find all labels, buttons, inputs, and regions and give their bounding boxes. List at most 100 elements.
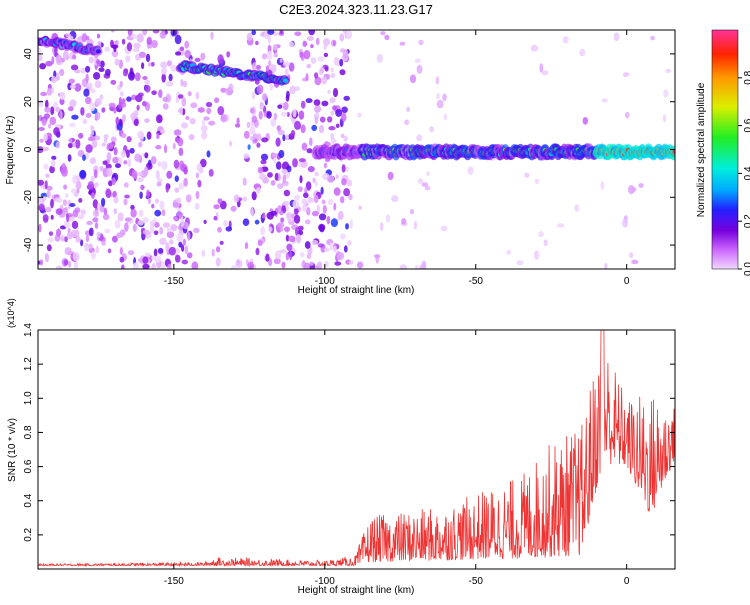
spectrogram-cell bbox=[600, 181, 605, 190]
spectrogram-cell bbox=[213, 216, 218, 221]
spectrogram-cell bbox=[220, 114, 228, 123]
spectrogram-cell bbox=[79, 169, 87, 179]
spectrogram-cell bbox=[341, 112, 347, 122]
spectrogram-cell bbox=[305, 181, 312, 191]
spectrogram-cell bbox=[71, 114, 79, 120]
spectrogram-cell bbox=[146, 162, 153, 170]
spectrogram-cell bbox=[339, 58, 344, 67]
spectrogram-cell bbox=[95, 245, 99, 254]
spectrogram-cell bbox=[250, 124, 255, 134]
spectrogram-cell bbox=[161, 160, 168, 170]
spectrogram-cell bbox=[530, 44, 539, 52]
spectrogram-cell bbox=[259, 172, 265, 181]
spectrogram-cell bbox=[126, 96, 132, 102]
spectrogram-cell bbox=[72, 252, 80, 262]
spectrogram-cell bbox=[178, 147, 184, 156]
spectrogram-cell bbox=[284, 68, 289, 77]
spectrogram-cell bbox=[133, 42, 141, 49]
spectrogram-cell bbox=[152, 30, 160, 34]
spectrogram-cell bbox=[174, 136, 179, 143]
spectrogram-cell bbox=[82, 118, 88, 125]
spectrogram-cell bbox=[75, 180, 82, 190]
snr-y-tick-label: 1.2 bbox=[23, 357, 34, 371]
spectrogram-cell bbox=[582, 117, 588, 125]
spectrogram-cell bbox=[260, 153, 269, 161]
spectrogram-cell bbox=[246, 32, 253, 42]
spectrogram-cell bbox=[134, 72, 141, 82]
spectrogram-cell bbox=[69, 122, 76, 128]
spectrogram-cell bbox=[151, 263, 156, 269]
spectrogram-cell bbox=[261, 53, 268, 60]
spectrogram-cell bbox=[157, 247, 164, 254]
spectrogram-cell bbox=[258, 110, 263, 120]
spectrogram-cell bbox=[304, 186, 308, 195]
spectrogram-cell bbox=[286, 243, 293, 252]
spectrogram-cell bbox=[266, 111, 272, 119]
spectrogram-cell bbox=[49, 116, 57, 126]
spectrogram-cell bbox=[310, 57, 317, 64]
spectrogram-cell bbox=[286, 112, 290, 117]
spectrogram-cell bbox=[270, 118, 277, 127]
spectrogram-cell bbox=[665, 68, 671, 73]
spectrogram-cell bbox=[288, 41, 294, 48]
spectrogram-cell bbox=[328, 126, 336, 131]
spectrogram-cell bbox=[251, 30, 256, 36]
spectrogram-cell bbox=[178, 241, 183, 248]
spectrogram-cell bbox=[73, 192, 79, 197]
spectrogram-cell bbox=[71, 220, 79, 229]
spectrogram-cell bbox=[144, 84, 151, 93]
spectrogram-cell bbox=[246, 121, 251, 129]
spectrogram-cell bbox=[105, 188, 112, 199]
spectrogram-cell bbox=[101, 197, 106, 207]
spectrogram-cell bbox=[205, 101, 213, 108]
spectrogram-cell bbox=[304, 241, 311, 249]
spectrogram-cell bbox=[141, 62, 145, 70]
spectrogram-cell bbox=[67, 154, 72, 162]
spectrogram-cell bbox=[330, 67, 334, 73]
spectrogram-cell bbox=[151, 203, 155, 209]
spectrogram-cell bbox=[146, 189, 150, 199]
spectrogram-cell bbox=[144, 152, 149, 159]
spectrogram-cell bbox=[313, 99, 321, 106]
spectrogram-cell bbox=[59, 91, 66, 101]
spectrogram-cell bbox=[170, 30, 174, 33]
spectrogram-cell bbox=[164, 144, 167, 154]
spectrogram-cell bbox=[346, 179, 353, 187]
spectrogram-ridge-cell bbox=[95, 49, 101, 54]
spectrogram-cell bbox=[44, 253, 50, 263]
spectrogram-cell bbox=[274, 250, 282, 260]
spectrogram-cell bbox=[195, 172, 199, 179]
spectrogram-cell bbox=[182, 108, 186, 116]
spectrogram-cell bbox=[44, 206, 52, 213]
spectrogram-cell bbox=[284, 226, 290, 232]
spectrogram-cell bbox=[46, 190, 51, 199]
spectrogram-cell bbox=[78, 198, 83, 203]
spectrogram-cell bbox=[348, 193, 353, 201]
spectrogram-cell bbox=[178, 182, 185, 190]
spectrogram-cell bbox=[435, 76, 440, 85]
spectrogram-cell bbox=[539, 63, 544, 73]
spectrogram-cell bbox=[108, 102, 116, 108]
spectrogram-cell bbox=[67, 260, 72, 268]
spectrogram-cell bbox=[217, 226, 222, 233]
spectrogram-cell bbox=[292, 199, 300, 209]
spectrogram-cell bbox=[39, 62, 46, 70]
spectrogram-cell bbox=[147, 197, 151, 205]
spectrogram-cell bbox=[442, 93, 447, 102]
spectrogram-cell bbox=[113, 106, 117, 114]
spectrogram-cell bbox=[279, 249, 287, 254]
spectrogram-cell bbox=[172, 142, 176, 150]
spectrogram-cell bbox=[404, 119, 410, 126]
spectrogram-cell bbox=[251, 91, 255, 100]
spectrogram-marks bbox=[38, 30, 675, 269]
spectrogram-cell bbox=[136, 172, 143, 177]
spectrogram-cell bbox=[86, 220, 93, 226]
spectrogram-cell bbox=[413, 220, 418, 230]
spectrogram-cell bbox=[307, 166, 315, 173]
spectrogram-cell bbox=[229, 140, 233, 147]
spectrogram-cell bbox=[151, 90, 157, 95]
spectrogram-cell bbox=[119, 247, 123, 255]
snr-frame bbox=[37, 329, 676, 570]
spectrogram-cell bbox=[155, 170, 160, 180]
spectrogram-cell bbox=[332, 105, 338, 111]
